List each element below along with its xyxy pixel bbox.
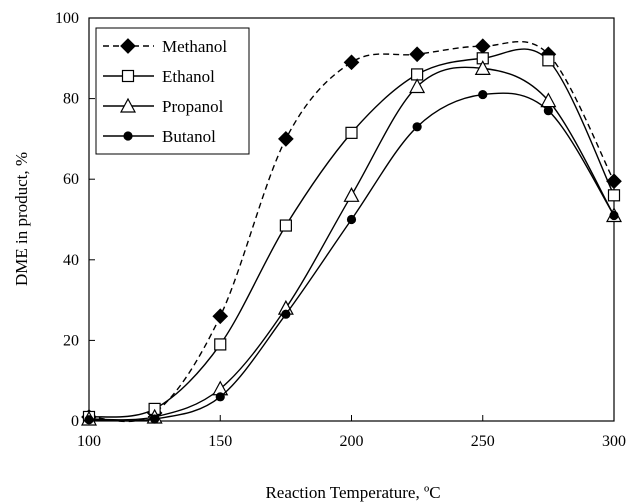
data-point-butanol xyxy=(478,89,488,100)
legend-label-butanol: Butanol xyxy=(162,127,216,146)
data-point-methanol xyxy=(606,173,622,190)
legend-label-methanol: Methanol xyxy=(162,37,227,56)
series-layer xyxy=(80,38,623,426)
legend-marker-methanol xyxy=(120,38,136,54)
legend-label-propanol: Propanol xyxy=(162,97,224,116)
legend-box xyxy=(95,27,250,155)
data-point-butanol xyxy=(346,214,357,225)
series-line-methanol xyxy=(88,40,615,423)
data-point-butanol xyxy=(543,106,553,116)
data-point-butanol xyxy=(215,392,225,402)
axes-layer: 0 20 40 60 80 100 100 150 200 250 300 xyxy=(55,10,626,450)
data-point-butanol xyxy=(150,414,160,424)
y-tick-label: 80 xyxy=(63,91,79,108)
legend-marker-ethanol xyxy=(121,69,135,83)
data-point-methanol xyxy=(343,54,360,71)
data-point-methanol xyxy=(474,38,491,55)
x-tick-label: 300 xyxy=(602,433,626,450)
data-point-propanol xyxy=(343,187,360,202)
data-point-ethanol xyxy=(607,189,621,202)
y-tick-label: 20 xyxy=(63,332,79,349)
x-tick-label: 250 xyxy=(471,433,495,450)
data-point-ethanol xyxy=(279,219,292,232)
y-tick-label: 40 xyxy=(63,252,79,269)
x-tick-label: 100 xyxy=(77,433,101,450)
data-point-ethanol xyxy=(214,338,227,351)
y-axis-title: DME in product, % xyxy=(12,152,31,286)
x-tick-label: 200 xyxy=(340,433,364,450)
legend-marker-propanol xyxy=(119,97,137,113)
data-point-methanol xyxy=(409,46,425,63)
data-point-butanol xyxy=(412,122,422,132)
series-butanol xyxy=(84,89,619,425)
data-point-propanol xyxy=(474,60,491,75)
data-point-methanol xyxy=(278,131,294,147)
y-tick-label: 0 xyxy=(71,413,79,430)
legend: Methanol Ethanol Propanol Butanol xyxy=(95,27,250,155)
x-tick-label: 150 xyxy=(208,433,232,450)
data-point-butanol xyxy=(609,210,619,221)
data-point-propanol xyxy=(409,78,426,94)
data-point-ethanol xyxy=(542,54,555,67)
y-tick-label: 60 xyxy=(63,171,79,188)
data-point-ethanol xyxy=(345,126,358,139)
x-axis-title: Reaction Temperature, ºC xyxy=(265,483,440,502)
data-point-methanol xyxy=(212,308,229,325)
data-point-butanol xyxy=(281,309,291,319)
y-tick-label: 100 xyxy=(55,10,79,27)
legend-marker-butanol xyxy=(123,131,133,141)
legend-label-ethanol: Ethanol xyxy=(162,67,215,86)
